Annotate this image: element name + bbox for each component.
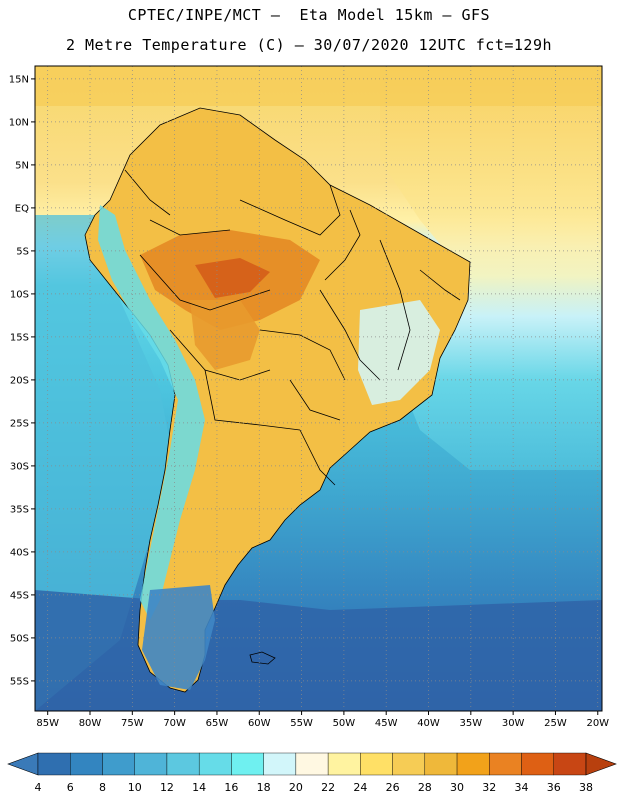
colorbar-label: 36 — [547, 781, 561, 794]
lat-tick-label: 40S — [10, 547, 29, 558]
lat-tick-label: 35S — [10, 504, 29, 515]
colorbar-swatch — [360, 752, 393, 776]
colorbar-swatch — [295, 752, 329, 776]
lat-tick-label: 10N — [9, 117, 29, 128]
colorbar-swatch — [456, 752, 490, 776]
lat-tick-label: 10S — [10, 289, 29, 300]
colorbar-label: 26 — [386, 781, 400, 794]
lat-tick-label: 50S — [10, 633, 29, 644]
colorbar-swatch — [424, 752, 458, 776]
colorbar-swatch — [327, 752, 361, 776]
colorbar-swatch — [489, 752, 522, 776]
lon-tick-label: 80W — [79, 718, 102, 729]
colorbar-over-triangle — [585, 752, 617, 776]
colorbar-label: 12 — [160, 781, 174, 794]
colorbar-label: 16 — [224, 781, 238, 794]
colorbar-swatch — [553, 752, 587, 776]
colorbar-label: 24 — [353, 781, 367, 794]
colorbar-label: 22 — [321, 781, 335, 794]
colorbar-label: 34 — [515, 781, 529, 794]
lat-tick-label: EQ — [15, 203, 29, 214]
lon-tick-label: 35W — [460, 718, 483, 729]
colorbar-swatch — [198, 752, 232, 776]
colorbar-swatch — [263, 752, 297, 776]
lon-tick-label: 30W — [502, 718, 525, 729]
colorbar-label: 30 — [450, 781, 464, 794]
colorbar-swatch — [231, 752, 264, 776]
colorbar-under-triangle — [7, 752, 39, 776]
map-title: CPTEC/INPE/MCT – Eta Model 15km – GFS — [127, 6, 491, 24]
lat-tick-label: 30S — [10, 461, 29, 472]
colorbar-swatch — [166, 752, 200, 776]
colorbar-label: 18 — [257, 781, 271, 794]
pacific-cold-tongue — [35, 215, 175, 711]
map-panel — [35, 66, 602, 711]
caribbean-warm-strip — [35, 66, 602, 106]
colorbar-label: 4 — [35, 781, 42, 794]
lat-tick-label: 5S — [16, 246, 29, 257]
lon-tick-label: 40W — [417, 718, 440, 729]
lat-tick-label: 45S — [10, 590, 29, 601]
lon-tick-label: 20W — [586, 718, 609, 729]
lon-tick-label: 70W — [163, 718, 186, 729]
colorbar-label: 6 — [67, 781, 74, 794]
lat-tick-label: 25S — [10, 418, 29, 429]
lat-tick-label: 20S — [10, 375, 29, 386]
colorbar-label: 38 — [579, 781, 593, 794]
colorbar-label: 28 — [418, 781, 432, 794]
map-graticule — [35, 66, 602, 711]
colorbar-label: 8 — [99, 781, 106, 794]
colorbar-swatch — [70, 752, 103, 776]
lat-tick-label: 15N — [9, 74, 29, 85]
colorbar-label: 20 — [289, 781, 303, 794]
lon-tick-label: 60W — [248, 718, 271, 729]
lat-tick-label: 55S — [10, 676, 29, 687]
colorbar-swatch — [102, 752, 135, 776]
lat-tick-label: 5N — [15, 160, 29, 171]
lon-tick-label: 75W — [121, 718, 144, 729]
lon-tick-label: 50W — [333, 718, 356, 729]
lon-tick-label: 45W — [375, 718, 398, 729]
map-subtitle: 2 Metre Temperature (C) – 30/07/2020 12U… — [65, 36, 553, 54]
colorbar-swatch — [392, 752, 426, 776]
andes-cold-ridge — [98, 205, 205, 620]
colorbar: 4 6 8 10 12 14 16 18 20 22 24 26 28 30 32 34 36 38 — [7, 752, 617, 794]
hottest-core — [195, 258, 270, 298]
colorbar-swatch — [37, 752, 71, 776]
colorbar-label: 10 — [128, 781, 142, 794]
colorbar-swatch — [134, 752, 168, 776]
central-hot-region — [190, 300, 260, 370]
map-frame — [34, 65, 603, 712]
lat-tick-label: 15S — [10, 332, 29, 343]
lon-tick-label: 85W — [36, 718, 59, 729]
lon-tick-label: 65W — [206, 718, 229, 729]
colorbar-label: 14 — [192, 781, 206, 794]
lon-tick-label: 55W — [290, 718, 313, 729]
axis-ticks: 15N 10N 5N EQ 5S 10S 15S 20S 25S 30S 35S 40S 45S 50S 5… — [9, 74, 609, 729]
colorbar-swatch — [521, 752, 554, 776]
patagonia-cold-region — [142, 585, 215, 690]
country-borders — [124, 169, 461, 486]
colorbar-label: 32 — [482, 781, 496, 794]
falkland-islands — [249, 651, 276, 665]
lon-tick-label: 25W — [544, 718, 567, 729]
